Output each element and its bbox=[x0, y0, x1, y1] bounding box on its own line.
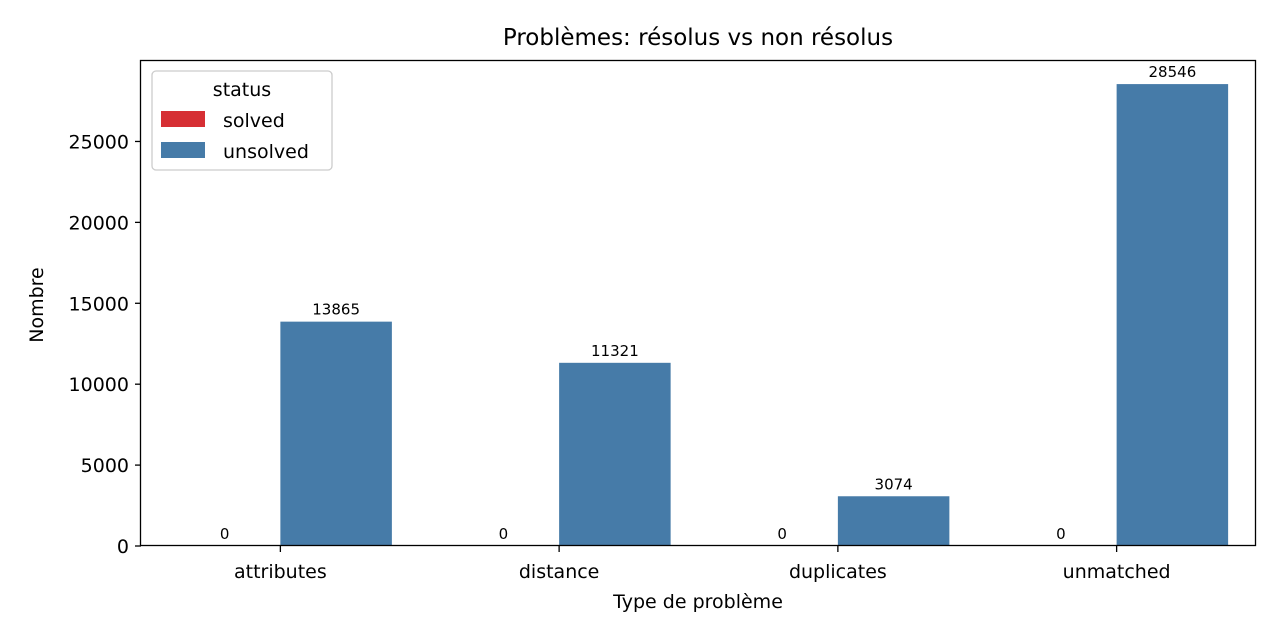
bar-unsolved-distance bbox=[559, 362, 671, 546]
data-label-solved-distance: 0 bbox=[499, 525, 509, 543]
y-tick-label: 10000 bbox=[69, 374, 129, 396]
data-labels-layer: 0 13865 0 11321 0 3074 0 28546 bbox=[220, 63, 1196, 543]
x-tick-label-duplicates: duplicates bbox=[789, 561, 887, 583]
data-label-unsolved-attributes: 13865 bbox=[312, 301, 360, 319]
y-tick-label: 5000 bbox=[81, 455, 129, 477]
legend-label-unsolved: unsolved bbox=[223, 141, 309, 163]
legend-label-solved: solved bbox=[223, 110, 285, 132]
x-tick-label-attributes: attributes bbox=[234, 561, 327, 583]
data-label-solved-duplicates: 0 bbox=[777, 525, 787, 543]
x-tick-label-unmatched: unmatched bbox=[1063, 561, 1171, 583]
y-axis-title: Nombre bbox=[26, 267, 48, 343]
y-tick-label: 0 bbox=[117, 536, 129, 558]
legend-swatch-unsolved bbox=[161, 142, 205, 158]
x-tick-label-distance: distance bbox=[519, 561, 600, 583]
legend: status solved unsolved bbox=[151, 70, 333, 171]
legend-title: status bbox=[213, 79, 271, 101]
data-label-solved-unmatched: 0 bbox=[1056, 525, 1066, 543]
x-axis: attributes distance duplicates unmatched bbox=[234, 546, 1171, 583]
bars-layer bbox=[280, 84, 1229, 547]
data-label-unsolved-duplicates: 3074 bbox=[875, 475, 913, 493]
bar-unsolved-duplicates bbox=[837, 496, 950, 546]
legend-swatch-solved bbox=[161, 111, 205, 127]
data-label-solved-attributes: 0 bbox=[220, 525, 230, 543]
plot-frame bbox=[139, 59, 1257, 547]
bar-unsolved-attributes bbox=[280, 321, 392, 546]
bar-unsolved-unmatched bbox=[1116, 84, 1229, 547]
chart-title: Problèmes: résolus vs non résolus bbox=[503, 25, 893, 51]
x-axis-title: Type de problème bbox=[612, 591, 783, 613]
y-axis: 0 5000 10000 15000 20000 25000 bbox=[69, 131, 141, 558]
y-tick-label: 15000 bbox=[69, 293, 129, 315]
y-tick-label: 25000 bbox=[69, 131, 129, 153]
data-label-unsolved-distance: 11321 bbox=[591, 342, 639, 360]
y-tick-label: 20000 bbox=[69, 212, 129, 234]
data-label-unsolved-unmatched: 28546 bbox=[1149, 63, 1197, 81]
